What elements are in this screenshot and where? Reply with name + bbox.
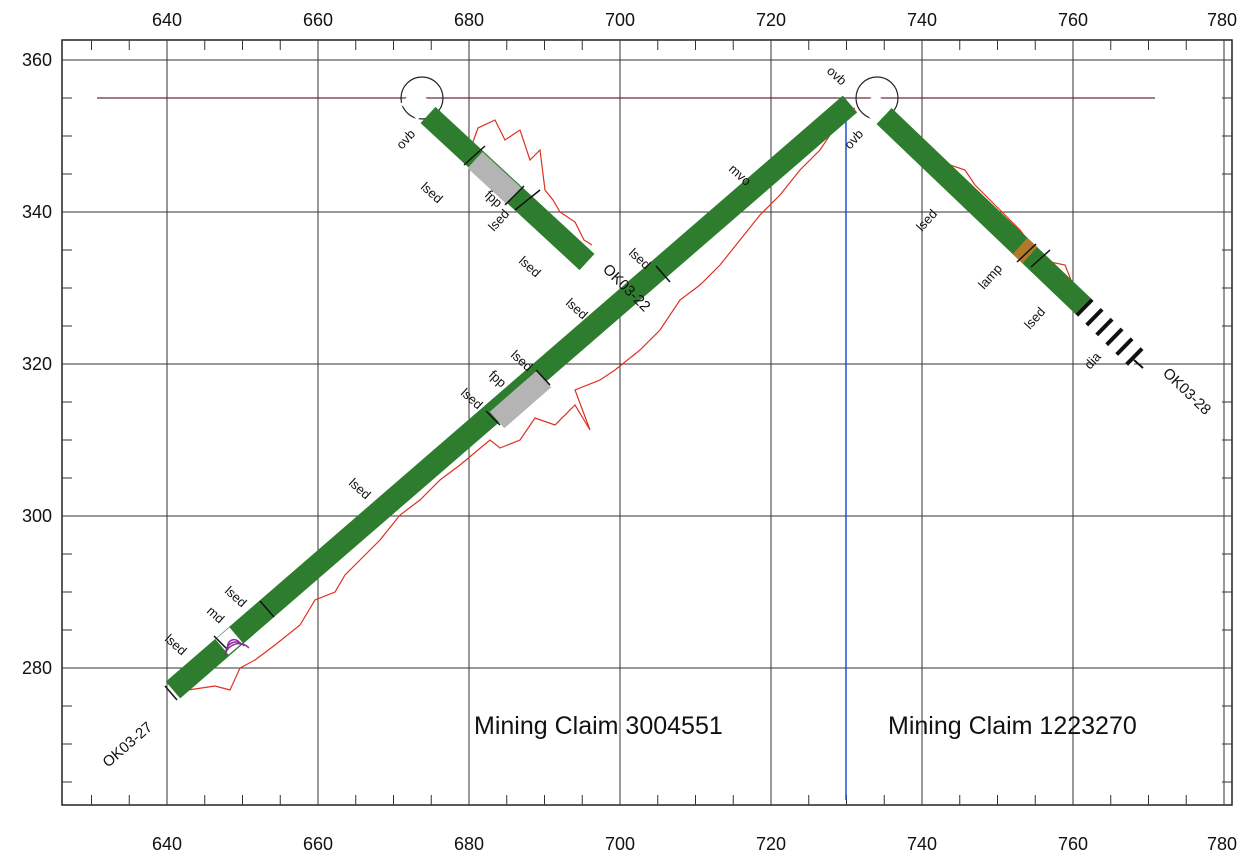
y-axis-left: 360 340 320 300 280 xyxy=(22,50,52,678)
core-segment-lsed xyxy=(876,108,1091,314)
hole-end-tick xyxy=(1133,359,1144,369)
x-tick-bottom: 680 xyxy=(454,834,484,854)
y-tick: 280 xyxy=(22,658,52,678)
plot-frame xyxy=(61,39,1233,806)
y-tick: 340 xyxy=(22,202,52,222)
x-axis-top: 640 660 680 700 720 740 760 780 xyxy=(152,10,1237,30)
x-axis-bottom: 640 660 680 700 720 740 760 780 xyxy=(152,834,1237,854)
x-tick-bottom: 660 xyxy=(303,834,333,854)
y-tick: 320 xyxy=(22,354,52,374)
y-tick: 300 xyxy=(22,506,52,526)
drillhole-ok03-28 xyxy=(860,92,1146,369)
x-tick-top: 720 xyxy=(756,10,786,30)
x-tick-bottom: 640 xyxy=(152,834,182,854)
core-segment-lamp xyxy=(1012,237,1038,264)
collar-circle-okc03-22 xyxy=(400,76,444,120)
x-tick-top: 640 xyxy=(152,10,182,30)
drillhole-okc03-22-short xyxy=(400,87,595,271)
claim-label-right: Mining Claim 1223270 xyxy=(888,712,1137,740)
segment-dividers xyxy=(164,145,1051,701)
x-tick-top: 680 xyxy=(454,10,484,30)
x-tick-bottom: 700 xyxy=(605,834,635,854)
x-tick-top: 700 xyxy=(605,10,635,30)
core-segment-ovb xyxy=(400,87,433,121)
x-tick-top: 780 xyxy=(1207,10,1237,30)
grid-lines xyxy=(62,40,1232,805)
x-tick-top: 740 xyxy=(907,10,937,30)
x-tick-bottom: 760 xyxy=(1058,834,1088,854)
claim-label-left: Mining Claim 3004551 xyxy=(474,712,723,740)
md-symbol xyxy=(224,638,250,657)
core-segment-fpp xyxy=(467,151,522,205)
x-tick-top: 660 xyxy=(303,10,333,30)
assay-trace-long-hole xyxy=(187,107,856,691)
x-tick-bottom: 780 xyxy=(1207,834,1237,854)
x-tick-bottom: 720 xyxy=(756,834,786,854)
minor-ticks xyxy=(62,40,1232,805)
x-tick-bottom: 740 xyxy=(907,834,937,854)
x-tick-top: 760 xyxy=(1058,10,1088,30)
core-segment-dia xyxy=(1075,298,1146,368)
core-segment-ovb xyxy=(860,92,892,125)
core-segment-fpp xyxy=(489,370,552,429)
y-tick: 360 xyxy=(22,50,52,70)
assay-trace-short-hole xyxy=(437,109,593,246)
